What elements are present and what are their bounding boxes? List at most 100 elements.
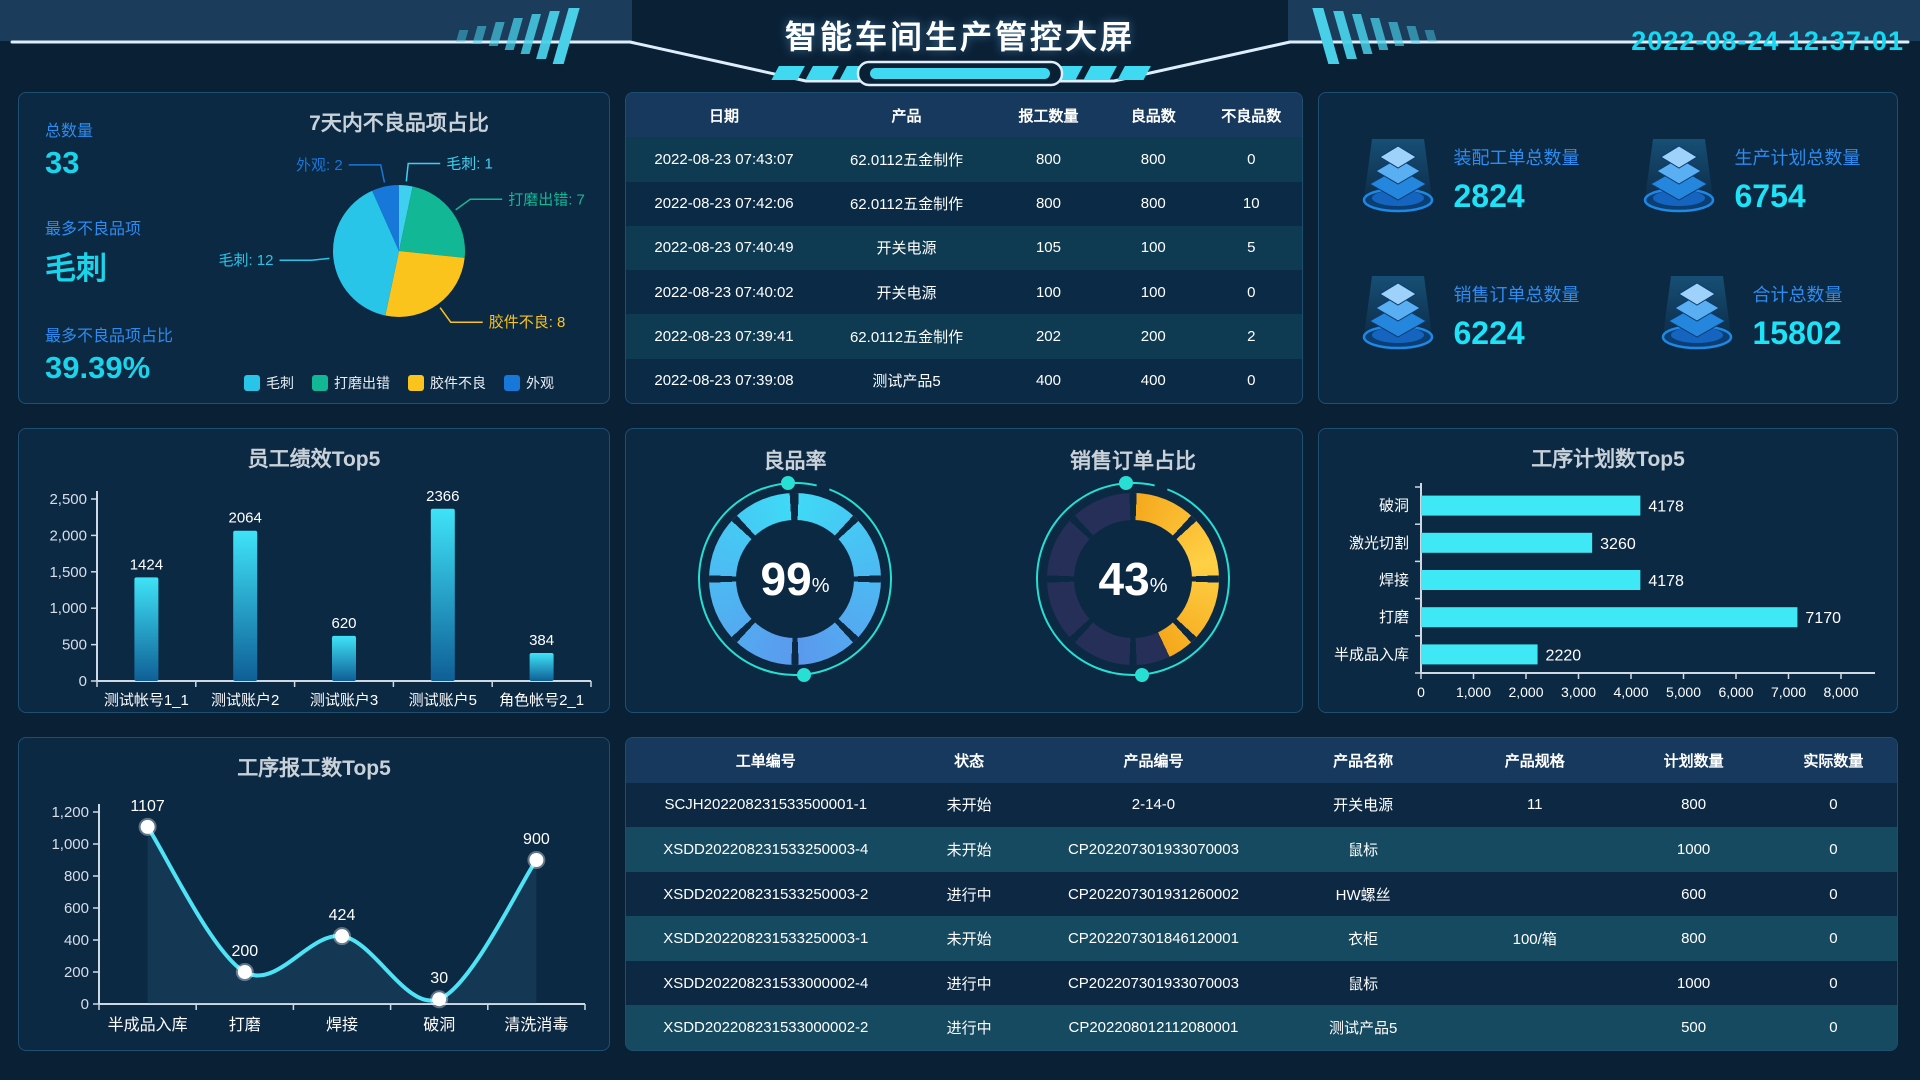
table-cell: 开关电源 <box>1333 797 1394 815</box>
x-axis-tick-label: 4,000 <box>1613 684 1648 700</box>
legend-item: 毛刺 <box>244 373 294 393</box>
column-header: 实际数量 <box>1803 752 1864 770</box>
stat-cards-grid: 装配工单总数量 2824 生产计划总数量 6754 销售订单总数量 6224 合计总数量 15… <box>1319 93 1897 403</box>
panel-defect-ratio: 7天内不良品项占比 总数量 33 最多不良品项 毛刺 最多不良品项占比 39.39% 毛刺… <box>18 92 610 404</box>
table-cell: 1000 <box>1676 840 1711 858</box>
pie-leader-line <box>279 257 330 261</box>
panel-report-table: 日期 产品 报工数量 良品数 不良品数 2022-08-23 07:43:07 62.011… <box>625 92 1303 404</box>
stat-card-label: 销售订单总数量 <box>1453 285 1580 305</box>
table-row: 2022-08-23 07:40:49 开关电源 105 100 5 <box>626 225 1302 271</box>
point-value-label: 30 <box>430 970 448 987</box>
bar-value-label: 2366 <box>426 488 459 505</box>
defect-stat-label: 总数量 <box>45 123 94 140</box>
bar <box>1421 570 1641 590</box>
table-cell: 100 <box>1035 283 1061 301</box>
table-cell: 0 <box>1247 150 1256 168</box>
defect-stats: 总数量 33 最多不良品项 毛刺 最多不良品项占比 39.39% <box>45 117 195 403</box>
stat-card-value: 2824 <box>1453 178 1525 214</box>
pie-slice-label: 毛刺: 1 <box>446 155 493 172</box>
panel-title: 工序计划数Top5 <box>1531 448 1685 471</box>
table-cell: 测试产品5 <box>872 373 941 391</box>
table-cell: CP202207301933070003 <box>1067 974 1239 992</box>
table-cell: 进行中 <box>946 975 992 993</box>
table-row: 2022-08-23 07:39:08 测试产品5 400 400 0 <box>626 358 1302 403</box>
table-cell: 未开始 <box>946 841 992 859</box>
bar-value-label: 3260 <box>1600 536 1636 553</box>
pie-slice-label: 毛刺: 12 <box>218 252 273 269</box>
table-cell: CP202207301931260002 <box>1067 885 1239 903</box>
gauge-title: 良品率 <box>763 450 827 473</box>
y-axis-tick-label: 2,000 <box>49 527 87 544</box>
gauges-wrap: 良品率 99% 销售订单占比 43% <box>626 429 1302 712</box>
stat-card-info: 销售订单总数量 6224 <box>1454 281 1580 352</box>
gauge-hole: 43% <box>1074 520 1192 638</box>
table-cell: 11 <box>1526 796 1543 814</box>
table-row: 2022-08-23 07:40:02 开关电源 100 100 0 <box>626 270 1302 315</box>
column-header: 报工数量 <box>1018 107 1079 125</box>
pie-slice <box>333 190 399 316</box>
header-datetime: 2022-08-24 12:37:01 <box>1631 26 1904 56</box>
stat-card-value: 6754 <box>1734 178 1806 214</box>
gauge-block: 良品率 99% <box>626 429 964 712</box>
pie-slice <box>385 251 465 317</box>
column-header: 产品规格 <box>1504 752 1565 770</box>
x-axis-category-label: 测试账户2 <box>211 692 279 709</box>
performance-bar-chart: 0 500 1,000 1,500 2,000 2,500 1424 测试帐号1_1 2064 测… <box>19 473 609 712</box>
pie-slice <box>399 186 465 258</box>
bar <box>1421 495 1641 516</box>
column-header: 产品编号 <box>1123 752 1184 770</box>
y-axis-tick-label: 1,000 <box>51 836 89 853</box>
stack-icon <box>1655 272 1739 361</box>
table-cell: 500 <box>1681 1019 1707 1037</box>
table-cell: CP202208012112080001 <box>1068 1019 1239 1037</box>
table-row: SCJH202208231533500001-1 未开始 2-14-0 开关电源 11 8… <box>626 782 1897 828</box>
table-cell: 2-14-0 <box>1131 796 1176 814</box>
y-axis-tick-label: 800 <box>64 868 89 885</box>
stack-icon <box>1356 135 1440 224</box>
table-row: XSDD202208231533000002-2 进行中 CP20220801211… <box>626 1005 1897 1050</box>
table-cell: 62.0112五金制作 <box>849 151 964 169</box>
gauge-dot <box>1119 476 1134 490</box>
table-cell: 进行中 <box>946 886 992 904</box>
y-axis-tick-label: 500 <box>62 637 87 654</box>
table-cell: 600 <box>1681 885 1707 903</box>
bar-value-label: 2220 <box>1546 647 1582 664</box>
report-table: 日期 产品 报工数量 良品数 不良品数 2022-08-23 07:43:07 62.011… <box>626 93 1302 403</box>
process-plan-bar-chart: 0 1,000 2,000 3,000 4,000 5,000 6,000 7,000 8,00… <box>1319 473 1897 712</box>
table-cell: XSDD202208231533000002-2 <box>663 1019 869 1037</box>
table-cell: 鼠标 <box>1348 975 1379 993</box>
table-cell: 800 <box>1140 195 1166 213</box>
stack-icon <box>1356 272 1440 361</box>
table-cell: 0 <box>1829 840 1838 858</box>
hbar-chart-svg: 0 1,000 2,000 3,000 4,000 5,000 6,000 7,000 8,00… <box>1334 483 1875 700</box>
panel-totals: 装配工单总数量 2824 生产计划总数量 6754 销售订单总数量 6224 合计总数量 15… <box>1318 92 1898 404</box>
table-cell: 2022-08-23 07:39:08 <box>654 372 794 390</box>
table-cell: CP202207301933070003 <box>1067 840 1239 858</box>
x-axis-tick-label: 3,000 <box>1561 684 1596 700</box>
panel-process-plan: 工序计划数Top5 0 1,000 2,000 3,000 4,000 5,000 6,00… <box>1318 428 1898 713</box>
pie-slice <box>372 185 399 251</box>
column-header: 计划数量 <box>1663 752 1724 770</box>
pie-leader-line <box>348 164 386 183</box>
pie-legend: 毛刺 打磨出错 胶件不良 外观 <box>189 373 609 393</box>
x-axis-tick-label: 2,000 <box>1508 684 1543 700</box>
gauge-outer-arc <box>666 450 924 708</box>
bar <box>233 530 258 681</box>
gauge: 43% <box>999 445 1267 712</box>
table-cell: 开关电源 <box>876 284 937 302</box>
defect-stat-block: 最多不良品项 毛刺 <box>45 215 195 288</box>
line-area-fill <box>147 826 537 1004</box>
y-axis-tick-label: 200 <box>64 964 89 981</box>
defect-stat-label: 最多不良品项 <box>45 221 142 238</box>
table-header-row: 工单编号 状态 产品编号 产品名称 产品规格 计划数量 实际数量 <box>626 738 1897 783</box>
pie-slice-label: 胶件不良: 8 <box>489 314 566 331</box>
bar-value-label: 620 <box>331 615 356 632</box>
table-cell: 进行中 <box>946 1020 992 1038</box>
table-cell: 800 <box>1681 796 1707 814</box>
bar <box>529 653 554 681</box>
bar <box>1421 644 1538 665</box>
page-header: 智能车间生产管控大屏 2022-08-24 12:37:01 <box>0 0 1920 88</box>
x-axis-tick-label: 8,000 <box>1823 684 1858 700</box>
table-cell: 开关电源 <box>876 240 937 258</box>
table-cell: 0 <box>1829 796 1838 814</box>
